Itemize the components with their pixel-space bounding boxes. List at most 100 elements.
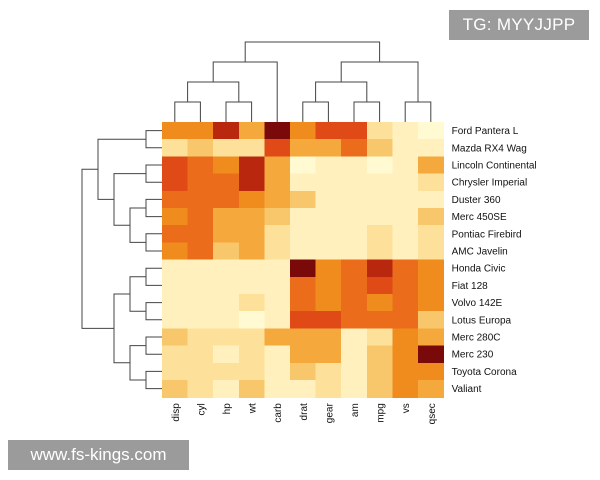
column-label: drat [299, 403, 310, 420]
heatmap-cell-ford-pantera-l-vs [392, 122, 419, 140]
heatmap-cell-fiat-128-qsec [418, 276, 445, 295]
heatmap-cell-merc-280c-qsec [418, 328, 445, 347]
heatmap-cell-fiat-128-wt [238, 276, 265, 295]
heatmap-cell-amc-javelin-drat [290, 242, 317, 261]
heatmap-cell-chrysler-imperial-am [341, 173, 368, 192]
heatmap-cell-lotus-europa-gear [315, 311, 342, 329]
heatmap-cell-toyota-corona-disp [162, 362, 189, 381]
heatmap-cell-amc-javelin-wt [238, 242, 265, 261]
heatmap-cell-merc-450se-drat [290, 208, 317, 226]
heatmap-cell-honda-civic-vs [392, 259, 419, 278]
heatmap-cell-merc-280c-am [341, 328, 368, 347]
column-label: am [350, 403, 361, 417]
heatmap-cell-merc-450se-carb [264, 208, 291, 226]
row-dendrogram-branch [129, 276, 146, 312]
heatmap-cell-ford-pantera-l-wt [238, 122, 265, 140]
heatmap-cell-pontiac-firebird-vs [392, 225, 419, 243]
heatmap-cell-merc-280c-carb [264, 328, 291, 347]
heatmap-cell-lotus-europa-cyl [187, 311, 214, 329]
row-label: Merc 450SE [452, 212, 507, 223]
row-label: Valiant [452, 384, 482, 395]
heatmap-cell-fiat-128-vs [392, 276, 419, 295]
heatmap-cell-honda-civic-wt [238, 259, 265, 278]
heatmap-cell-merc-450se-mpg [366, 208, 393, 226]
heatmap-cell-mazda-rx4-wag-am [341, 139, 368, 157]
heatmap-cell-merc-450se-disp [162, 208, 189, 226]
heatmap-cell-merc-450se-hp [213, 208, 240, 226]
heatmap-cell-fiat-128-cyl [187, 276, 214, 295]
heatmap-cell-honda-civic-hp [213, 259, 240, 278]
heatmap-cell-chrysler-imperial-wt [238, 173, 265, 192]
row-dendrogram-branch [97, 138, 146, 200]
column-dendrogram-branch [212, 61, 278, 122]
heatmap-cell-merc-230-mpg [366, 345, 393, 364]
heatmap-cell-amc-javelin-vs [392, 242, 419, 261]
heatmap-cell-chrysler-imperial-gear [315, 173, 342, 192]
heatmap-cell-lotus-europa-carb [264, 311, 291, 329]
row-label: Lincoln Continental [452, 161, 537, 172]
row-label: Duster 360 [452, 195, 501, 206]
heatmap-cell-pontiac-firebird-wt [238, 225, 265, 243]
column-label: cyl [196, 403, 207, 415]
row-dendrogram-branch [129, 207, 146, 243]
heatmap-cell-amc-javelin-disp [162, 242, 189, 261]
heatmap-cell-fiat-128-hp [213, 276, 240, 295]
heatmap-cell-ford-pantera-l-gear [315, 122, 342, 140]
heatmap-cell-amc-javelin-gear [315, 242, 342, 261]
heatmap-cell-lotus-europa-am [341, 311, 368, 329]
heatmap-cell-chrysler-imperial-qsec [418, 173, 445, 192]
row-dendrogram-branch [81, 168, 114, 329]
heatmap-cell-honda-civic-qsec [418, 259, 445, 278]
row-dendrogram-branch [145, 370, 162, 390]
heatmap-cell-honda-civic-carb [264, 259, 291, 278]
heatmap-cell-pontiac-firebird-mpg [366, 225, 393, 243]
heatmap-cell-pontiac-firebird-carb [264, 225, 291, 243]
column-label: carb [273, 403, 284, 423]
heatmap-cell-merc-450se-wt [238, 208, 265, 226]
heatmap-cell-toyota-corona-vs [392, 362, 419, 381]
heatmap-cell-lincoln-continental-wt [238, 156, 265, 175]
heatmap-cell-volvo-142e-carb [264, 294, 291, 312]
heatmap-cell-toyota-corona-cyl [187, 362, 214, 381]
heatmap-cell-merc-280c-mpg [366, 328, 393, 347]
heatmap-cell-ford-pantera-l-cyl [187, 122, 214, 140]
heatmap-cell-duster-360-cyl [187, 190, 214, 209]
heatmap-cell-mazda-rx4-wag-qsec [418, 139, 445, 157]
heatmap-cell-fiat-128-carb [264, 276, 291, 295]
row-label: Merc 230 [452, 350, 494, 361]
row-dendrogram-branch [145, 130, 162, 149]
heatmap-cell-pontiac-firebird-am [341, 225, 368, 243]
heatmap-cell-duster-360-gear [315, 190, 342, 209]
row-label: AMC Javelin [452, 247, 508, 258]
heatmap-cell-honda-civic-am [341, 259, 368, 278]
column-dendrogram-branch [302, 101, 329, 122]
heatmap-cell-honda-civic-gear [315, 259, 342, 278]
heatmap-cell-toyota-corona-am [341, 362, 368, 381]
heatmap-cell-fiat-128-disp [162, 276, 189, 295]
column-label: wt [248, 403, 259, 414]
heatmap-cell-lincoln-continental-disp [162, 156, 189, 175]
heatmap-cell-mazda-rx4-wag-wt [238, 139, 265, 157]
heatmap-cell-merc-450se-vs [392, 208, 419, 226]
heatmap-cell-merc-280c-disp [162, 328, 189, 347]
heatmap-cell-duster-360-wt [238, 190, 265, 209]
heatmap-cell-merc-450se-cyl [187, 208, 214, 226]
heatmap-cell-chrysler-imperial-disp [162, 173, 189, 192]
heatmap-cell-chrysler-imperial-hp [213, 173, 240, 192]
heatmap-cell-lotus-europa-disp [162, 311, 189, 329]
heatmap-cell-toyota-corona-mpg [366, 362, 393, 381]
heatmap-cell-valiant-cyl [187, 380, 214, 398]
heatmap-cell-lotus-europa-qsec [418, 311, 445, 329]
heatmap-cell-merc-280c-drat [290, 328, 317, 347]
heatmap-cell-volvo-142e-disp [162, 294, 189, 312]
row-label: Merc 280C [452, 333, 501, 344]
top-watermark: TG: MYYJJPP [449, 10, 589, 40]
heatmap-cell-merc-450se-gear [315, 208, 342, 226]
row-dendrogram-branch [145, 198, 162, 218]
heatmap-cell-mazda-rx4-wag-carb [264, 139, 291, 157]
column-label: hp [222, 403, 233, 415]
row-label: Ford Pantera L [452, 126, 519, 137]
heatmap-cell-merc-280c-wt [238, 328, 265, 347]
heatmap-cell-lincoln-continental-qsec [418, 156, 445, 175]
heatmap-cell-merc-230-disp [162, 345, 189, 364]
